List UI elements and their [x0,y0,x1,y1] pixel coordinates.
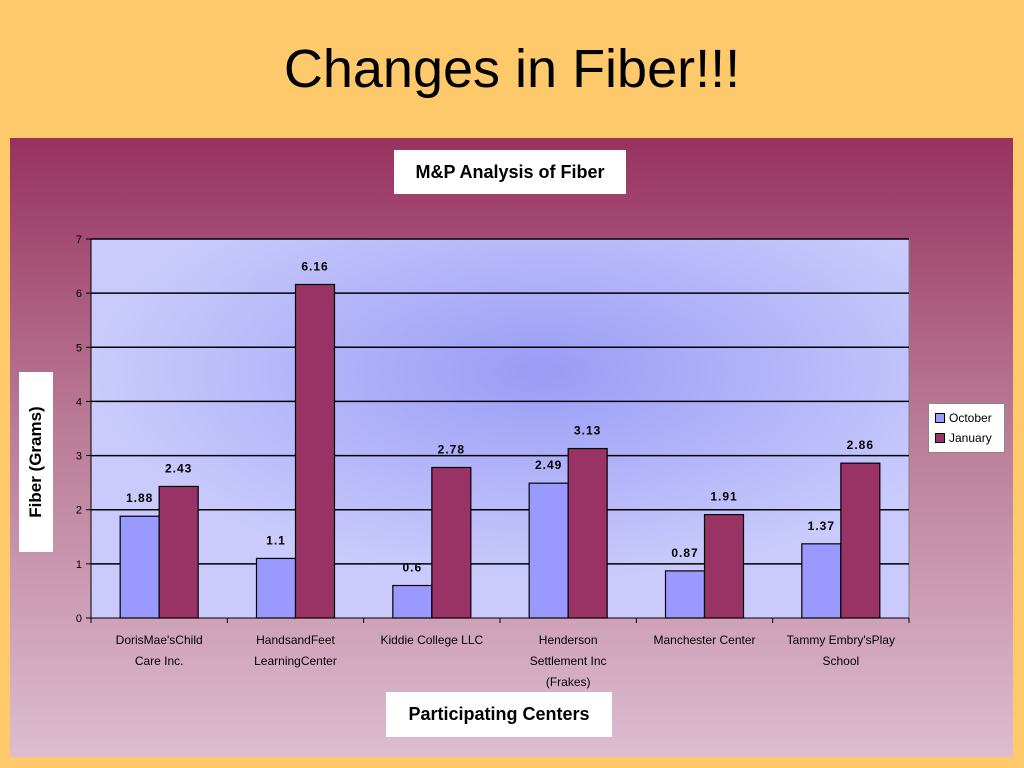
bar-october [255,557,297,619]
legend: October January [928,403,1005,453]
bar-january [840,462,881,619]
chart-panel: 1.88 2.43 1.1 6.16 0.6 2.78 2.49 3.13 0.87 1.91 1.… [10,138,1013,757]
bars: 1.88 2.43 1.1 6.16 0.6 2.78 2.49 3.13 0.87 1.91 1.… [119,259,881,619]
bar-chart: 1.88 2.43 1.1 6.16 0.6 2.78 2.49 3.13 0.87 1.91 1.… [76,234,910,689]
x-tick-label: HandsandFeet [256,633,335,647]
legend-label-october: October [949,411,992,425]
bar-january [567,447,608,619]
bar-october [664,570,706,619]
bar-january [294,283,336,619]
data-label: 1.37 [808,519,835,533]
x-tick-label: (Frakes) [546,675,591,689]
y-tick-label: 0 [76,613,82,625]
x-tick-label: Care Inc. [135,654,184,668]
y-tick-label: 1 [76,559,82,571]
legend-label-january: January [949,431,992,445]
legend-item-october: October [935,411,992,425]
x-axis-title: Participating Centers [386,692,612,737]
x-tick-label: LearningCenter [254,654,337,668]
data-label: 1.1 [266,533,286,547]
gridlines [91,238,909,565]
data-label: 1.91 [710,490,737,504]
legend-swatch-october [935,413,945,423]
data-label: 3.13 [574,424,601,438]
x-tick-label: Henderson [539,633,598,647]
x-tick-label: Tammy Embry'sPlay [787,633,895,647]
y-axis-title: Fiber (Grams) [19,372,53,552]
data-label: 1.88 [126,491,153,505]
x-tick-label: Kiddie College LLC [380,633,483,647]
x-tick-label: DorisMae'sChild [116,633,203,647]
bar-october [392,584,433,619]
chart-title: M&P Analysis of Fiber [394,150,626,194]
x-tick-label: Settlement Inc [530,654,607,668]
y-tick-label: 3 [76,451,82,463]
y-tick-label: 6 [76,288,82,300]
bar-october [528,482,569,619]
x-tick-label: School [822,654,859,668]
data-label: 0.87 [671,546,698,560]
y-tick-label: 2 [76,505,82,517]
y-tick-label: 7 [76,234,82,246]
legend-swatch-january [935,433,945,443]
data-label: 2.49 [535,458,562,472]
data-label: 0.6 [402,561,422,575]
x-tick-label: Manchester Center [653,633,755,647]
bar-october [119,515,160,619]
bar-january [431,466,472,619]
data-label: 6.16 [301,259,328,273]
data-label: 2.86 [847,438,874,452]
axes: 0 1 2 3 4 5 6 7 DorisMae'sChild Care Inc. Handsand… [76,234,910,689]
bar-january [158,485,199,619]
slide-title: Changes in Fiber!!! [283,39,741,99]
bar-october [801,543,842,619]
y-tick-label: 4 [76,396,82,408]
plot-area [90,238,910,619]
legend-item-january: January [935,431,992,445]
y-tick-label: 5 [76,342,82,354]
data-label: 2.43 [165,461,192,475]
data-label: 2.78 [438,442,465,456]
bar-january [703,513,745,619]
